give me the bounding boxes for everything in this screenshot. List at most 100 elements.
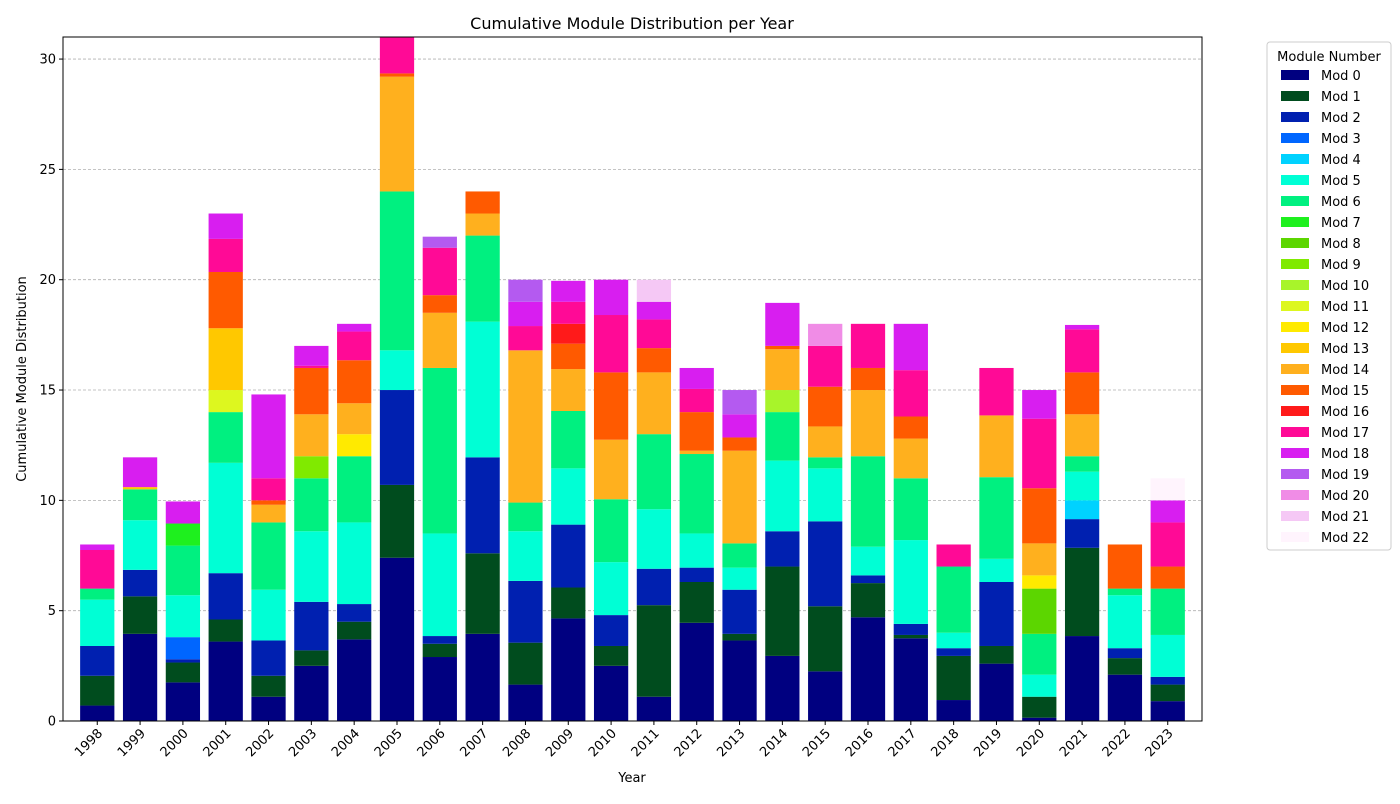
legend-label: Mod 22: [1321, 531, 1369, 546]
bar-segment: [1064, 372, 1100, 415]
bar-segment: [551, 369, 586, 411]
bar-segment: [893, 370, 928, 417]
bar-segment: [722, 640, 757, 721]
legend-label: Mod 20: [1321, 489, 1369, 504]
bar-segment: [208, 390, 243, 413]
bar-segment: [679, 412, 714, 451]
bar-segment: [593, 279, 629, 316]
legend-label: Mod 19: [1321, 468, 1369, 483]
bar-segment: [337, 434, 372, 457]
bar-segment: [165, 637, 201, 660]
bar-segment: [850, 456, 886, 547]
bar-segment: [551, 301, 586, 324]
bar-segment: [208, 462, 243, 574]
legend-label: Mod 10: [1321, 279, 1369, 294]
bar-segment: [508, 531, 543, 581]
bar-segment: [936, 632, 971, 649]
bar-segment: [508, 642, 543, 685]
bar-segment: [208, 412, 243, 463]
bar-segment: [379, 390, 415, 485]
y-tick-label: 0: [48, 715, 56, 730]
bar-segment: [936, 544, 971, 567]
bar-segment: [893, 438, 928, 479]
legend-swatch: [1281, 175, 1309, 185]
legend-label: Mod 12: [1321, 321, 1369, 336]
bar-segment: [979, 477, 1014, 559]
legend-swatch: [1281, 532, 1309, 542]
bar-segment: [80, 675, 115, 706]
legend-swatch: [1281, 301, 1309, 311]
bar-segment: [294, 365, 329, 368]
bar-segment: [593, 615, 629, 646]
bar-segment: [679, 533, 714, 568]
bar-segment: [593, 645, 629, 666]
bar-segment: [337, 639, 372, 721]
y-tick-label: 30: [39, 53, 56, 68]
bar-segment: [251, 640, 286, 676]
bar-segment: [122, 457, 158, 488]
bar-segment: [593, 439, 629, 500]
bar-segment: [765, 531, 800, 567]
bar-segment: [465, 191, 500, 214]
legend-swatch: [1281, 280, 1309, 290]
bar-segment: [80, 544, 115, 550]
bar-segment: [422, 643, 457, 658]
bar-segment: [165, 523, 201, 546]
bar-segment: [636, 568, 672, 606]
bar-segment: [422, 533, 457, 637]
bar-segment: [1107, 595, 1143, 649]
bar-segment: [1022, 588, 1057, 634]
chart-title: Cumulative Module Distribution per Year: [470, 14, 794, 33]
bar-segment: [679, 622, 714, 721]
bar-segment: [1064, 547, 1100, 637]
bar-segment: [551, 587, 586, 619]
bar-segment: [808, 386, 843, 427]
bar-segment: [722, 390, 757, 415]
bar-segment: [208, 328, 243, 391]
bar-segment: [979, 581, 1014, 646]
bar-segment: [165, 659, 201, 663]
bar-segment: [508, 684, 543, 721]
bar-segment: [208, 619, 243, 642]
bar-segment: [765, 460, 800, 532]
legend-label: Mod 16: [1321, 405, 1369, 420]
bar-segment: [80, 550, 115, 589]
bar-segment: [722, 437, 757, 451]
bar-segment: [893, 638, 928, 721]
y-tick-label: 10: [39, 494, 56, 509]
bar-segment: [337, 456, 372, 523]
plot-frame: [62, 36, 1203, 722]
bar-segment: [850, 583, 886, 618]
legend-label: Mod 13: [1321, 342, 1369, 357]
bar-segment: [1150, 500, 1185, 523]
bar-segment: [979, 415, 1014, 478]
legend-label: Mod 6: [1321, 195, 1361, 210]
bar-segment: [379, 191, 415, 351]
bar-segment: [722, 567, 757, 590]
bar-segment: [337, 621, 372, 640]
bar-segment: [80, 588, 115, 600]
bar-segment: [593, 372, 629, 440]
bar-segment: [465, 321, 500, 458]
bar-segment: [979, 558, 1014, 582]
bar-segment: [208, 271, 243, 329]
legend-label: Mod 5: [1321, 174, 1361, 189]
bar-segment: [808, 457, 843, 469]
bar-segment: [679, 581, 714, 623]
bar-segment: [465, 553, 500, 634]
bar-segment: [636, 434, 672, 510]
bar-segment: [979, 367, 1014, 416]
bar-segment: [251, 522, 286, 590]
bar-segment: [593, 665, 629, 721]
y-tick-label: 25: [39, 163, 56, 178]
bar-segment: [1022, 717, 1057, 721]
bar-segment: [636, 509, 672, 569]
bar-segment: [294, 665, 329, 721]
bar-segment: [1022, 674, 1057, 697]
bar-segment: [765, 349, 800, 391]
bar-segment: [808, 606, 843, 672]
bar-segment: [422, 367, 457, 534]
bar-segment: [636, 696, 672, 721]
bar-segment: [379, 37, 415, 74]
